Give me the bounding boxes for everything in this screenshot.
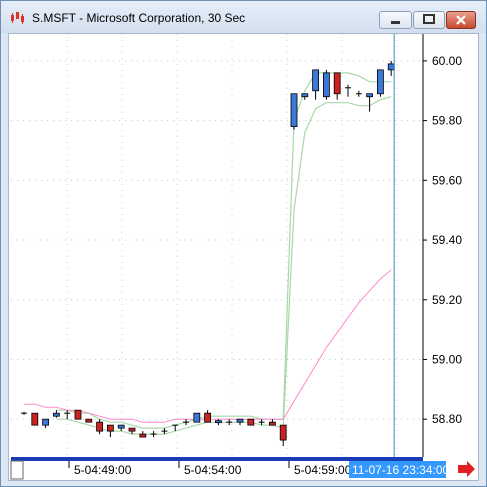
candle-up — [214, 420, 222, 424]
chart-area[interactable]: 60.00 59.80 59.60 59.40 59.20 59.00 58.80 5-04… — [8, 33, 479, 481]
candle-down — [31, 412, 39, 426]
candle-up — [42, 418, 49, 426]
x-axis: 5-04:49:00 5-04:54:00 5-04:59:00 11-07-16 2… — [10, 457, 475, 480]
y-tick-label: 58.80 — [432, 412, 462, 426]
minimize-icon — [391, 21, 400, 24]
candle-up — [312, 69, 320, 92]
cursor-time-label: 11-07-16 23:34:00 — [352, 463, 450, 477]
close-button[interactable] — [446, 11, 476, 29]
candle-up — [53, 412, 60, 417]
band-lower-line — [56, 96, 392, 435]
x-tick-label: 5-04:49:00 — [74, 463, 132, 477]
candle-down — [204, 412, 212, 423]
maximize-icon — [423, 14, 435, 24]
y-tick-label: 59.00 — [432, 352, 462, 366]
candle-up — [376, 69, 384, 95]
candlestick-chart[interactable]: 60.00 59.80 59.60 59.40 59.20 59.00 58.80 5-04… — [9, 34, 478, 480]
candle-up — [290, 93, 298, 127]
y-tick-label: 59.40 — [432, 233, 462, 247]
x-tick-label: 5-04:59:00 — [294, 463, 352, 477]
y-tick-label: 59.60 — [432, 173, 462, 187]
moving-average-line — [24, 269, 392, 423]
grid — [11, 34, 424, 457]
y-tick-label: 59.80 — [432, 114, 462, 128]
candle-up — [387, 63, 395, 71]
band-upper-line — [56, 72, 392, 429]
title-bar[interactable]: S.MSFT - Microsoft Corporation, 30 Sec — [1, 1, 486, 33]
candle-up — [193, 412, 201, 423]
red-arrow-right-icon[interactable] — [458, 461, 475, 477]
candle-down — [139, 433, 147, 438]
candle-down — [247, 418, 255, 426]
chart-app-icon — [11, 12, 24, 24]
candle-down — [268, 421, 276, 426]
x-tick-label: 5-04:54:00 — [184, 463, 242, 477]
y-tick-label: 60.00 — [432, 54, 462, 68]
candle-up — [117, 424, 125, 429]
candle-down — [128, 427, 136, 432]
window-title: S.MSFT - Microsoft Corporation, 30 Sec — [32, 11, 246, 25]
candle-down — [107, 424, 114, 432]
candle-down — [333, 72, 341, 95]
y-axis: 60.00 59.80 59.60 59.40 59.20 59.00 58.80 — [423, 54, 462, 426]
candle-down — [96, 421, 103, 432]
candles — [21, 60, 395, 447]
candle-up — [301, 93, 309, 98]
candle-up — [322, 72, 330, 98]
y-tick-label: 59.20 — [432, 293, 462, 307]
cursor-label-bg — [349, 461, 446, 478]
time-scrollbar — [11, 457, 423, 461]
minimize-button[interactable] — [379, 11, 412, 29]
candle-down — [279, 424, 287, 441]
scroll-thumb — [10, 460, 24, 480]
candle-up — [236, 418, 244, 423]
maximize-button[interactable] — [413, 11, 445, 29]
close-icon — [456, 15, 466, 25]
candle-down — [85, 418, 93, 423]
candle-down — [74, 409, 82, 420]
candle-up — [366, 93, 374, 98]
band-lines — [24, 72, 392, 435]
